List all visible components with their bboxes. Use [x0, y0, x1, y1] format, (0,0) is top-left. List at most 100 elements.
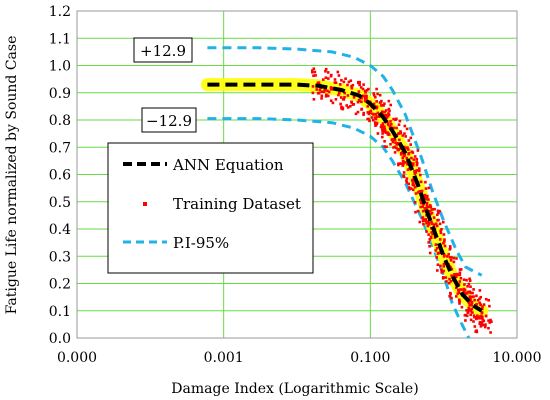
training-point: [322, 90, 326, 94]
training-point: [402, 171, 406, 174]
training-point: [425, 195, 429, 199]
training-point: [432, 223, 436, 226]
training-point: [452, 256, 456, 260]
x-axis-title: Damage Index (Logarithmic Scale): [171, 381, 418, 397]
training-point: [412, 158, 416, 161]
training-point: [490, 320, 493, 323]
y-tick-label: 1.0: [49, 59, 71, 75]
training-point: [462, 278, 466, 281]
training-point: [362, 83, 365, 86]
training-point: [435, 224, 439, 228]
training-point: [320, 90, 324, 93]
training-point: [415, 157, 419, 161]
training-point: [463, 283, 466, 286]
training-point: [429, 212, 432, 216]
training-point: [393, 145, 397, 149]
training-point: [364, 91, 367, 94]
training-point: [416, 149, 420, 152]
training-point: [401, 164, 404, 167]
training-point: [455, 275, 458, 278]
training-point: [419, 199, 423, 202]
training-point: [469, 298, 472, 302]
training-point: [372, 102, 376, 106]
training-point: [455, 257, 458, 260]
training-point: [470, 304, 473, 307]
pi-upper-annotation: +12.9: [133, 37, 193, 63]
training-point: [420, 189, 424, 193]
training-point: [425, 201, 429, 205]
training-point: [487, 319, 490, 322]
training-point: [343, 91, 346, 95]
training-point: [411, 151, 415, 154]
training-point: [387, 113, 391, 116]
training-point: [392, 126, 395, 130]
training-point: [362, 113, 365, 116]
training-point: [476, 315, 479, 318]
training-point: [389, 143, 392, 146]
legend-training-swatch: [143, 202, 147, 206]
training-point: [427, 233, 430, 236]
training-point: [428, 245, 431, 248]
training-point: [458, 302, 461, 305]
training-point: [454, 286, 458, 290]
legend-pi-label: P.I-95%: [173, 234, 229, 252]
training-point: [383, 110, 386, 114]
training-point: [375, 105, 379, 109]
training-point: [312, 98, 316, 101]
training-point: [367, 87, 370, 91]
training-point: [479, 316, 483, 320]
training-point: [326, 94, 330, 98]
training-point: [426, 198, 429, 201]
training-point: [395, 146, 398, 150]
training-point: [389, 120, 392, 123]
training-point: [469, 318, 473, 322]
training-point: [403, 124, 407, 128]
training-point: [387, 99, 391, 103]
training-point: [465, 309, 468, 312]
training-point: [413, 169, 416, 173]
training-point: [344, 77, 347, 80]
training-point: [419, 201, 423, 205]
training-point: [336, 70, 340, 74]
training-point: [435, 247, 439, 250]
training-point: [366, 111, 370, 114]
training-point: [409, 143, 412, 146]
training-point: [487, 299, 490, 302]
training-point: [426, 224, 430, 228]
training-point: [459, 276, 463, 280]
training-point: [346, 106, 350, 109]
training-point: [401, 134, 405, 137]
training-point: [425, 206, 429, 209]
pi-lower-annotation-box: [141, 107, 197, 133]
training-point: [369, 109, 373, 113]
training-point: [428, 251, 432, 255]
training-point: [443, 254, 446, 257]
pi-lower-annotation: −12.9: [141, 107, 197, 133]
training-point: [431, 232, 434, 236]
training-point: [456, 292, 460, 295]
training-point: [430, 231, 433, 234]
training-point: [474, 316, 478, 319]
training-point: [416, 191, 420, 194]
training-point: [372, 92, 375, 95]
training-point: [406, 163, 409, 166]
training-point: [435, 256, 438, 259]
training-point: [313, 70, 317, 74]
training-point: [401, 156, 405, 159]
training-point: [458, 299, 461, 303]
training-point: [445, 280, 448, 283]
training-point: [380, 124, 383, 127]
training-point: [475, 329, 478, 332]
training-point: [418, 190, 421, 193]
training-point: [470, 300, 474, 304]
training-point: [318, 88, 322, 92]
training-point: [368, 119, 371, 123]
training-point: [406, 146, 409, 149]
training-point: [384, 131, 388, 134]
training-point: [358, 83, 361, 87]
training-point: [459, 288, 462, 291]
training-point: [449, 259, 453, 262]
training-point: [383, 102, 386, 105]
training-point: [350, 100, 353, 104]
training-point: [434, 243, 438, 246]
